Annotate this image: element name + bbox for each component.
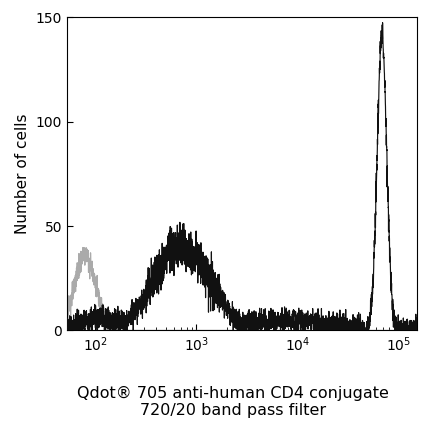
Y-axis label: Number of cells: Number of cells — [15, 114, 30, 234]
Text: Qdot® 705 anti-human CD4 conjugate
720/20 band pass filter: Qdot® 705 anti-human CD4 conjugate 720/2… — [77, 385, 389, 418]
